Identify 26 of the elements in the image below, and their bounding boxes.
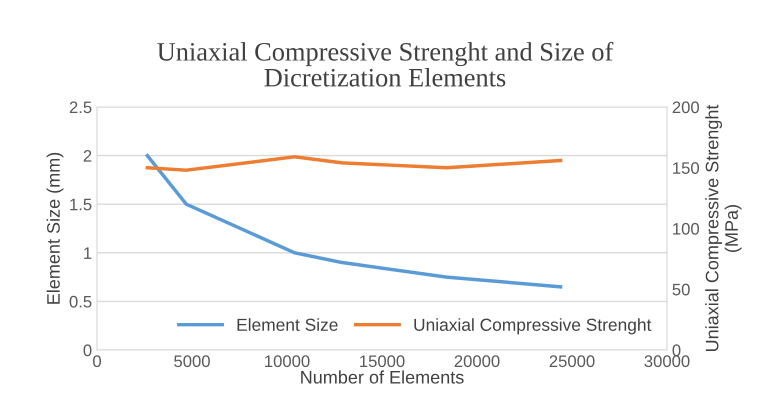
x-tick-label: 5000 bbox=[174, 355, 210, 368]
y-axis-title: Element Size (mm) bbox=[46, 152, 64, 304]
x-tick-label: 25000 bbox=[550, 355, 595, 368]
x-tick-label: 0 bbox=[93, 355, 101, 368]
y2-axis-title: Uniaxial Compressive Strenght (MPa) bbox=[705, 104, 742, 352]
x-axis-title: Number of Elements bbox=[301, 370, 464, 384]
legend-label: Element Size bbox=[238, 318, 338, 331]
y-tick-label: 0 bbox=[84, 344, 92, 356]
line-series bbox=[146, 155, 562, 172]
x-tick-label: 30000 bbox=[644, 355, 690, 368]
y2-tick-label: 0 bbox=[672, 344, 680, 356]
line-series bbox=[146, 154, 562, 289]
y-tick-label: 2 bbox=[84, 150, 92, 162]
x-tick-label: 10000 bbox=[265, 355, 310, 368]
y-tick-label: 2.5 bbox=[70, 101, 92, 114]
y2-tick-label: 150 bbox=[673, 162, 700, 174]
y-tick-label: 0.5 bbox=[70, 296, 92, 308]
legend-label: Uniaxial Compressive Strenght bbox=[414, 318, 652, 334]
x-tick-label: 20000 bbox=[454, 355, 500, 368]
y2-tick-label: 50 bbox=[672, 284, 690, 296]
y2-tick-label: 100 bbox=[673, 222, 700, 235]
x-tick-label: 15000 bbox=[360, 355, 405, 368]
chart-title: Uniaxial Compressive Strenght and Size of Dicretization Elements bbox=[157, 42, 614, 87]
y-tick-label: 1.5 bbox=[70, 198, 92, 210]
y-tick-label: 1 bbox=[84, 247, 92, 259]
y2-tick-label: 200 bbox=[672, 101, 700, 114]
